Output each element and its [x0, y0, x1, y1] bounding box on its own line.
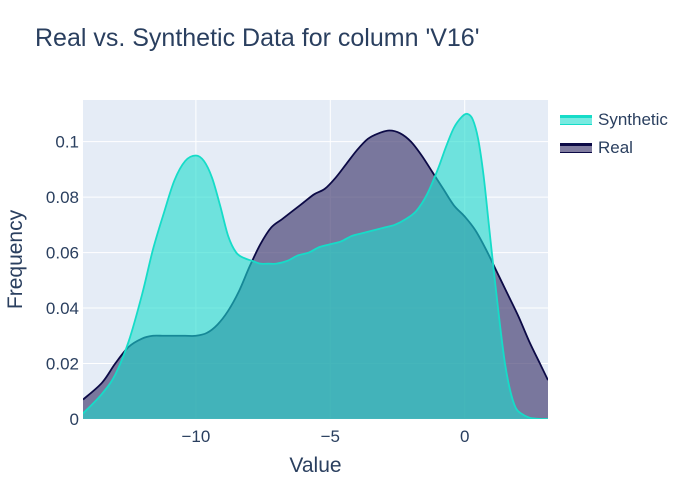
legend-label-synthetic: Synthetic: [598, 110, 668, 129]
y-tick-label-3: 0.06: [46, 244, 79, 263]
y-tick-label-5: 0.1: [55, 133, 79, 152]
x-tick-label-1: −5: [321, 427, 340, 446]
legend-swatch-real: [560, 143, 592, 153]
legend-swatch-synthetic: [560, 115, 592, 125]
x-axis-title: Value: [289, 454, 341, 477]
legend: Synthetic Real: [560, 106, 668, 162]
line-synthetic: [83, 112, 548, 419]
x-tick-label-0: −10: [181, 427, 210, 446]
y-axis-title: Frequency: [4, 209, 27, 309]
legend-item-real[interactable]: Real: [560, 134, 668, 162]
y-tick-label-4: 0.08: [46, 188, 79, 207]
y-tick-label-0: 0: [70, 410, 79, 429]
y-tick-label-2: 0.04: [46, 299, 79, 318]
x-tick-label-2: 0: [460, 427, 469, 446]
y-tick-label-1: 0.02: [46, 355, 79, 374]
legend-item-synthetic[interactable]: Synthetic: [560, 106, 668, 134]
area-synthetic: [83, 113, 548, 419]
chart-title: Real vs. Synthetic Data for column 'V16': [35, 24, 480, 52]
legend-label-real: Real: [598, 138, 633, 157]
